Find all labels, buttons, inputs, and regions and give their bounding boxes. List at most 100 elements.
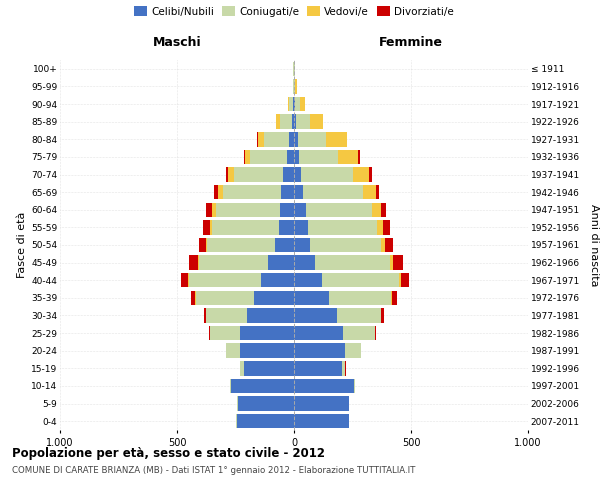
Bar bbox=[353, 378, 355, 393]
Bar bbox=[226, 168, 229, 181]
Bar bbox=[254, 290, 294, 305]
Bar bbox=[383, 220, 390, 234]
Bar bbox=[212, 220, 279, 234]
Bar bbox=[244, 361, 294, 376]
Bar bbox=[295, 97, 300, 112]
Text: Maschi: Maschi bbox=[152, 36, 202, 49]
Bar bbox=[391, 290, 392, 305]
Bar bbox=[188, 256, 198, 270]
Bar bbox=[218, 185, 223, 200]
Bar bbox=[294, 185, 304, 200]
Bar bbox=[206, 308, 247, 322]
Bar bbox=[300, 97, 305, 112]
Bar bbox=[304, 185, 363, 200]
Bar bbox=[346, 344, 361, 358]
Bar bbox=[353, 168, 369, 181]
Bar bbox=[210, 220, 212, 234]
Bar bbox=[390, 256, 393, 270]
Legend: Celibi/Nubili, Coniugati/e, Vedovi/e, Divorziati/e: Celibi/Nubili, Coniugati/e, Vedovi/e, Di… bbox=[130, 2, 458, 21]
Bar bbox=[231, 378, 294, 393]
Bar bbox=[235, 168, 283, 181]
Bar bbox=[199, 238, 206, 252]
Bar bbox=[198, 256, 199, 270]
Bar bbox=[279, 220, 294, 234]
Bar bbox=[247, 308, 294, 322]
Bar bbox=[380, 238, 385, 252]
Bar bbox=[338, 150, 358, 164]
Bar bbox=[294, 238, 310, 252]
Bar bbox=[275, 238, 294, 252]
Bar bbox=[244, 150, 245, 164]
Bar bbox=[377, 220, 383, 234]
Bar bbox=[294, 273, 322, 287]
Bar bbox=[308, 220, 377, 234]
Bar bbox=[203, 220, 210, 234]
Bar bbox=[376, 185, 379, 200]
Bar bbox=[294, 150, 299, 164]
Bar bbox=[373, 202, 380, 217]
Bar bbox=[209, 326, 210, 340]
Bar bbox=[261, 273, 294, 287]
Bar bbox=[287, 150, 294, 164]
Bar bbox=[294, 344, 346, 358]
Bar bbox=[342, 361, 346, 376]
Bar bbox=[206, 238, 208, 252]
Bar bbox=[310, 114, 323, 129]
Y-axis label: Anni di nascita: Anni di nascita bbox=[589, 204, 599, 286]
Bar bbox=[310, 238, 380, 252]
Bar bbox=[229, 168, 235, 181]
Bar bbox=[358, 150, 360, 164]
Bar bbox=[294, 132, 298, 146]
Bar bbox=[280, 114, 292, 129]
Bar bbox=[281, 185, 294, 200]
Bar bbox=[188, 273, 261, 287]
Bar bbox=[292, 114, 294, 129]
Bar bbox=[283, 168, 294, 181]
Bar bbox=[363, 185, 376, 200]
Y-axis label: Fasce di età: Fasce di età bbox=[17, 212, 27, 278]
Bar bbox=[294, 202, 306, 217]
Bar bbox=[294, 114, 296, 129]
Bar bbox=[294, 290, 329, 305]
Bar bbox=[392, 290, 397, 305]
Bar bbox=[258, 132, 263, 146]
Bar bbox=[294, 256, 315, 270]
Text: COMUNE DI CARATE BRIANZA (MB) - Dati ISTAT 1° gennaio 2012 - Elaborazione TUTTIT: COMUNE DI CARATE BRIANZA (MB) - Dati IST… bbox=[12, 466, 415, 475]
Bar bbox=[381, 308, 384, 322]
Bar bbox=[329, 290, 391, 305]
Bar bbox=[375, 326, 376, 340]
Bar bbox=[294, 97, 295, 112]
Bar bbox=[226, 344, 240, 358]
Bar bbox=[289, 97, 293, 112]
Bar bbox=[203, 308, 206, 322]
Bar bbox=[385, 238, 393, 252]
Bar bbox=[294, 396, 349, 411]
Bar bbox=[250, 150, 287, 164]
Bar bbox=[268, 256, 294, 270]
Bar bbox=[210, 326, 240, 340]
Bar bbox=[236, 414, 294, 428]
Bar bbox=[294, 168, 301, 181]
Bar bbox=[240, 361, 244, 376]
Text: Femmine: Femmine bbox=[379, 36, 443, 49]
Bar bbox=[191, 290, 195, 305]
Bar bbox=[296, 114, 310, 129]
Bar bbox=[230, 378, 231, 393]
Bar bbox=[206, 202, 212, 217]
Bar bbox=[294, 361, 342, 376]
Bar bbox=[280, 202, 294, 217]
Bar bbox=[240, 344, 294, 358]
Bar bbox=[380, 202, 386, 217]
Bar bbox=[245, 150, 250, 164]
Bar bbox=[326, 132, 347, 146]
Bar bbox=[393, 256, 403, 270]
Bar bbox=[293, 97, 294, 112]
Bar bbox=[240, 326, 294, 340]
Bar bbox=[212, 202, 215, 217]
Bar bbox=[380, 308, 381, 322]
Bar bbox=[306, 202, 373, 217]
Bar bbox=[295, 79, 296, 94]
Bar bbox=[294, 308, 337, 322]
Text: Popolazione per età, sesso e stato civile - 2012: Popolazione per età, sesso e stato civil… bbox=[12, 448, 325, 460]
Bar bbox=[299, 150, 338, 164]
